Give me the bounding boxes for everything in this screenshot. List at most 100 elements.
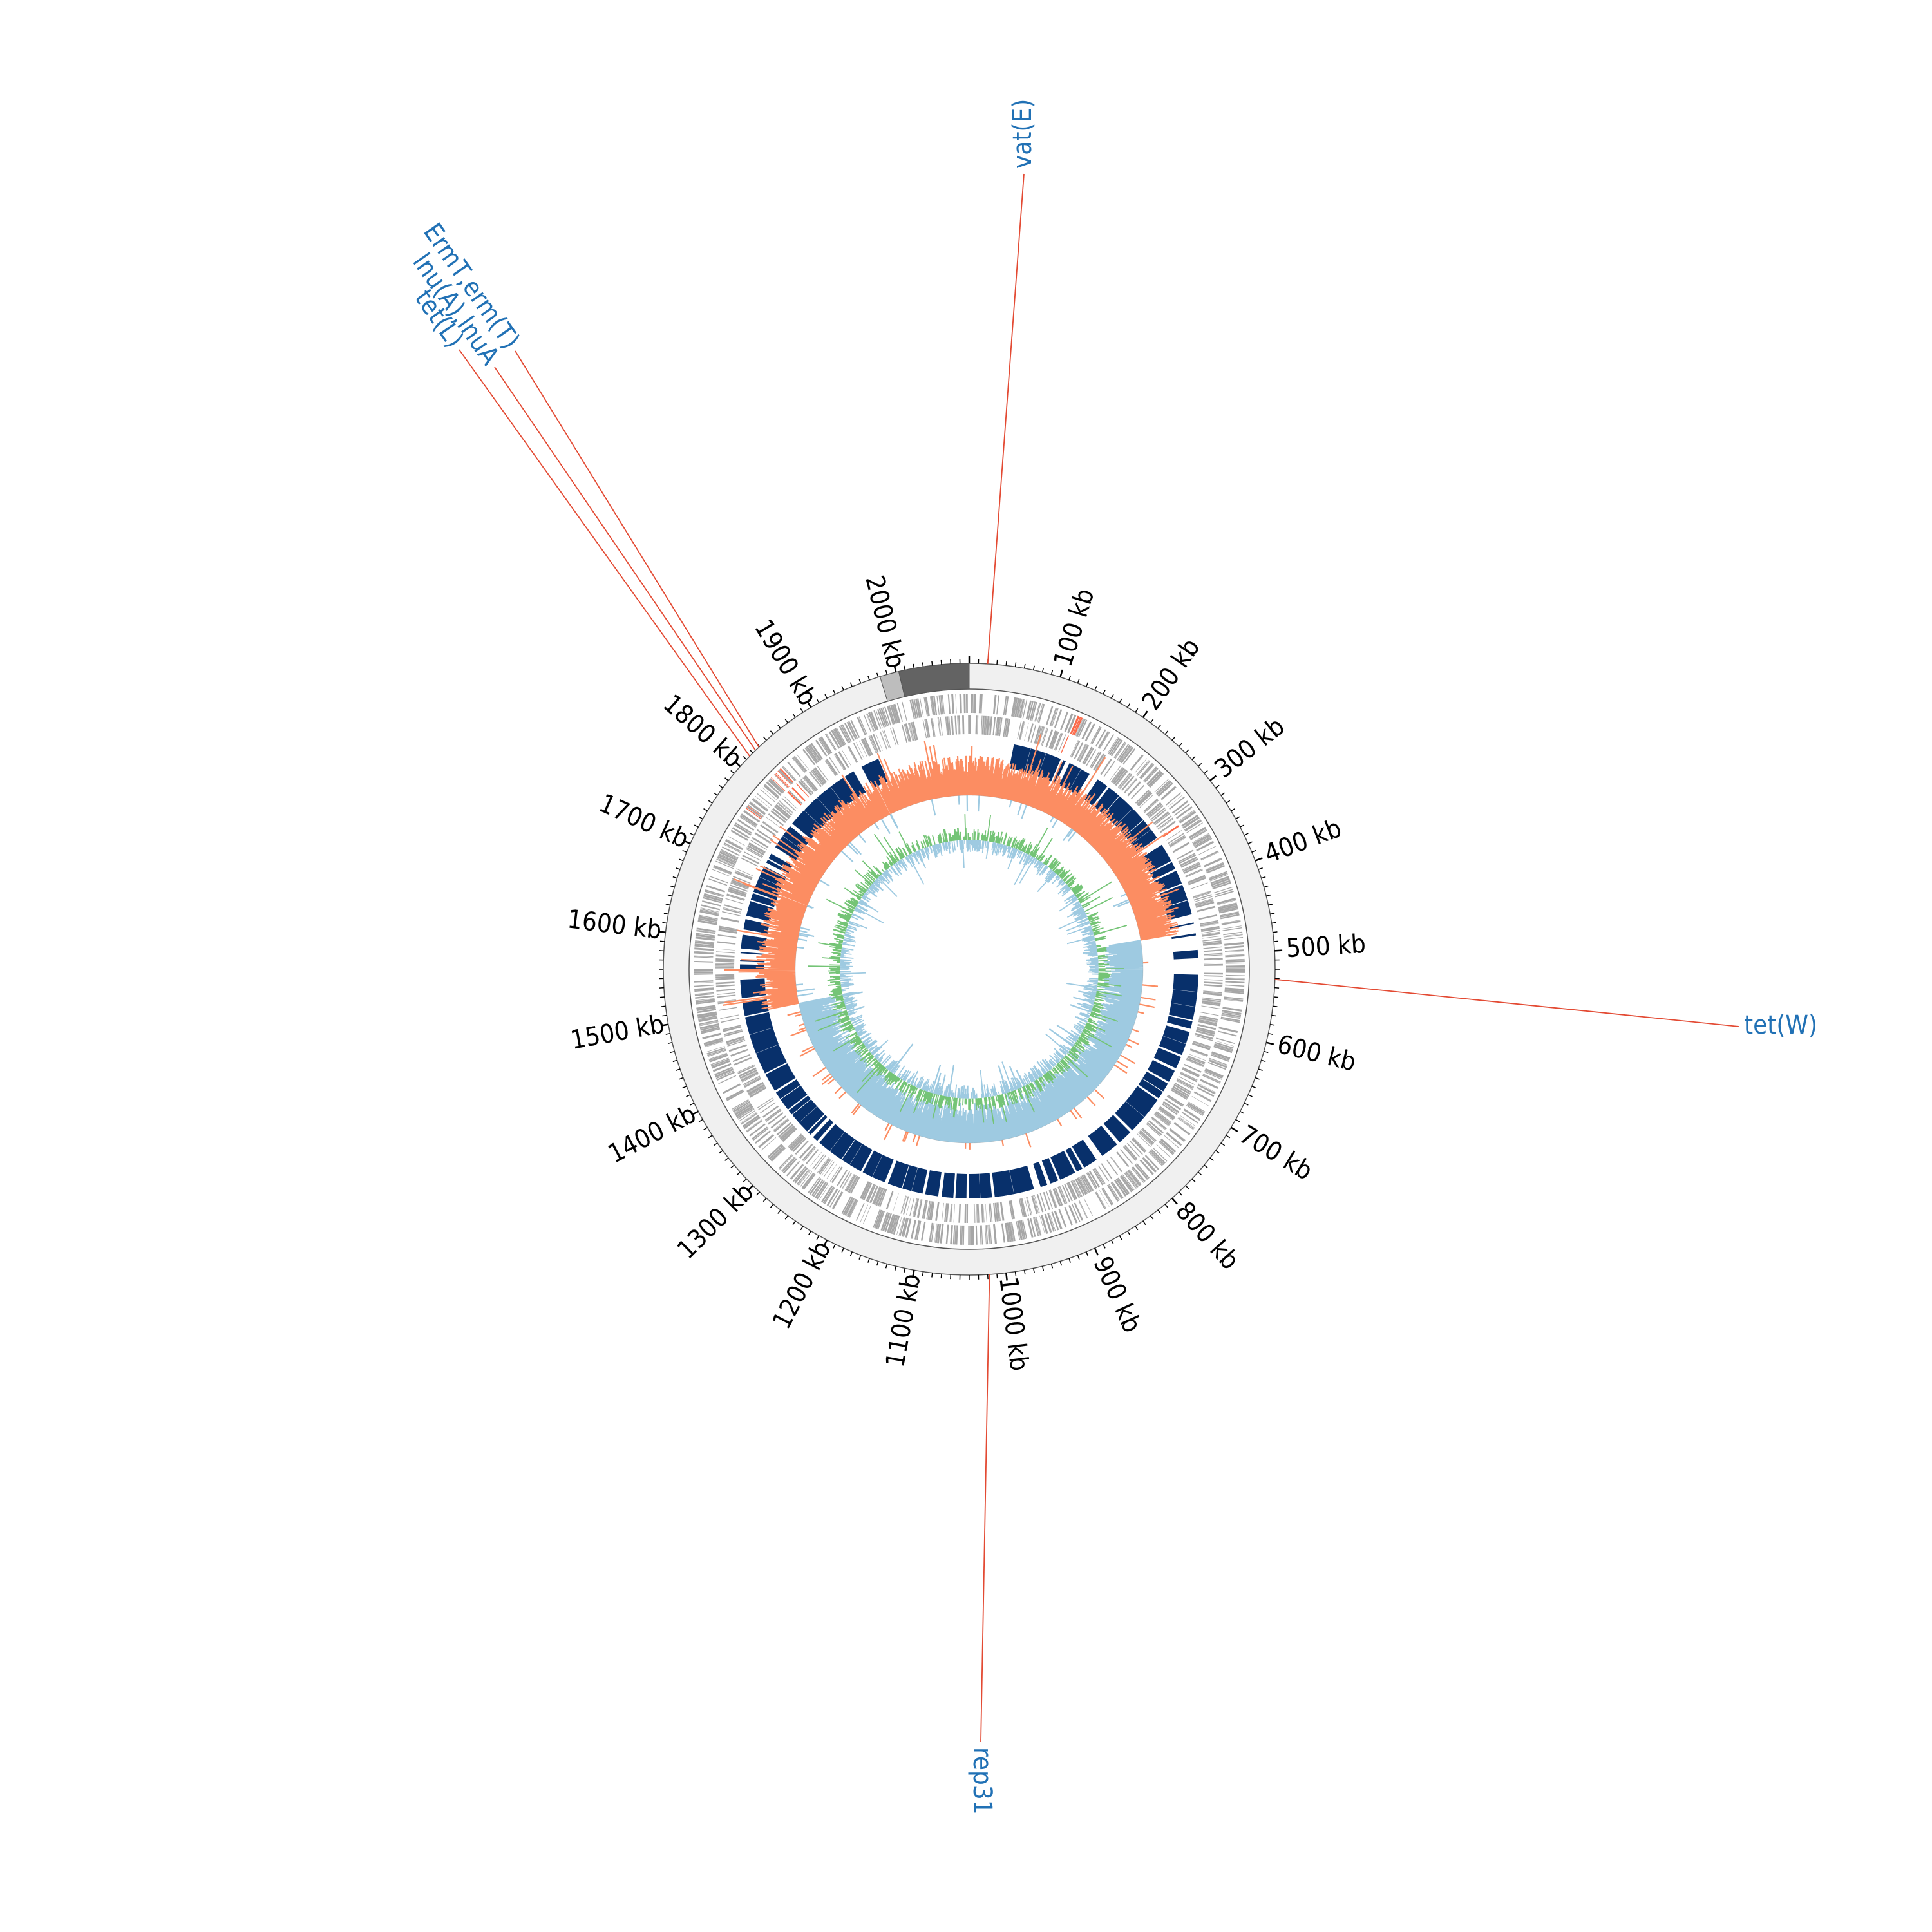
cds-feature xyxy=(1049,707,1057,726)
cds-feature xyxy=(749,1123,766,1137)
cds-feature xyxy=(748,842,766,853)
cds-feature xyxy=(1124,778,1138,793)
cds-feature xyxy=(701,904,721,911)
cds-feature xyxy=(971,1225,972,1245)
cds-feature xyxy=(1123,778,1137,793)
cds-feature xyxy=(1179,1072,1197,1083)
cds-feature xyxy=(742,854,760,865)
cds-feature xyxy=(1180,1072,1198,1081)
minor-tick xyxy=(1270,913,1275,915)
cds-feature xyxy=(718,929,737,934)
scale-label: 1800 kb xyxy=(658,689,748,774)
cds-feature xyxy=(1167,1094,1184,1106)
cds-feature xyxy=(1019,1220,1025,1240)
cds-feature xyxy=(739,1110,756,1122)
cds-feature xyxy=(849,1200,858,1218)
minor-tick xyxy=(867,1258,870,1263)
cds-feature xyxy=(958,715,960,735)
cds-feature xyxy=(958,715,961,735)
cds-feature xyxy=(1151,810,1167,822)
cds-feature xyxy=(999,1202,1005,1221)
cds-feature xyxy=(981,1225,983,1245)
blast-hit-segment xyxy=(1170,922,1194,929)
cds-feature xyxy=(758,1134,775,1148)
cds-feature xyxy=(1070,1180,1081,1198)
minor-tick xyxy=(1231,808,1235,811)
cds-feature xyxy=(1146,1123,1161,1137)
cds-feature xyxy=(915,698,921,718)
cds-feature xyxy=(737,1108,755,1120)
cds-feature xyxy=(770,1147,786,1162)
cds-feature xyxy=(779,1125,795,1139)
cds-feature xyxy=(849,1177,860,1194)
cds-feature xyxy=(1075,718,1084,737)
cds-feature xyxy=(916,1220,922,1240)
cds-feature xyxy=(694,980,714,983)
minor-tick xyxy=(730,1164,735,1169)
blast-hit-segment xyxy=(1124,820,1157,852)
cds-feature xyxy=(763,784,779,799)
cds-feature xyxy=(884,1213,892,1233)
cds-feature xyxy=(1154,1113,1170,1126)
minor-tick xyxy=(931,661,933,666)
contig-track xyxy=(879,663,970,702)
cds-feature xyxy=(1151,1149,1166,1164)
cds-feature xyxy=(802,1146,815,1161)
minor-tick xyxy=(663,913,668,915)
cds-feature xyxy=(1109,765,1121,781)
cds-feature xyxy=(1158,818,1174,830)
cds-feature xyxy=(1196,1030,1215,1037)
minor-tick xyxy=(777,724,781,729)
cds-feature xyxy=(934,1223,940,1244)
cds-feature xyxy=(963,694,965,714)
cds-feature xyxy=(1027,1197,1032,1215)
scale-label: 1500 kb xyxy=(568,1009,667,1056)
cds-feature xyxy=(1147,803,1162,817)
cds-feature xyxy=(698,916,718,922)
cds-feature xyxy=(741,1113,758,1125)
cds-feature xyxy=(694,941,715,945)
cds-feature xyxy=(890,705,897,724)
cds-feature xyxy=(736,868,754,876)
cds-feature xyxy=(802,1173,816,1190)
cds-feature xyxy=(727,1040,746,1047)
cds-feature xyxy=(761,1137,777,1151)
blast-hit-segment xyxy=(1164,900,1192,920)
minor-tick xyxy=(1041,667,1045,672)
cds-feature xyxy=(952,1225,956,1245)
cds-feature xyxy=(896,703,903,722)
cds-feature xyxy=(988,716,991,735)
blast-hit-segment xyxy=(813,1119,834,1141)
cds-feature xyxy=(824,734,836,751)
cds-feature xyxy=(1109,738,1122,755)
cds-feature xyxy=(1016,1221,1021,1240)
cds-feature xyxy=(1199,1015,1218,1021)
cds-feature xyxy=(1215,1041,1234,1049)
cds-feature xyxy=(1192,833,1209,844)
minor-tick xyxy=(1119,1235,1122,1240)
minor-tick xyxy=(1111,694,1114,699)
cds-feature xyxy=(1198,1019,1217,1025)
cds-feature xyxy=(1117,772,1131,788)
minor-tick xyxy=(1258,1068,1263,1071)
cds-feature xyxy=(739,816,757,828)
cds-feature xyxy=(804,775,819,791)
cds-feature xyxy=(1195,898,1213,904)
cds-feature xyxy=(1224,949,1245,952)
cds-feature xyxy=(1175,806,1193,819)
cds-feature xyxy=(863,1206,871,1224)
cds-feature xyxy=(1096,1191,1106,1209)
cds-feature xyxy=(694,987,714,991)
major-tick xyxy=(746,1184,754,1192)
cds-feature xyxy=(783,795,798,810)
cds-feature xyxy=(981,715,983,735)
cds-feature xyxy=(1159,1140,1175,1155)
blast-hit-segment xyxy=(1138,1079,1163,1099)
cds-feature xyxy=(1094,754,1105,771)
cds-feature xyxy=(1182,1067,1200,1077)
cds-feature xyxy=(893,1215,900,1235)
cds-feature xyxy=(694,972,714,974)
cds-feature xyxy=(1115,771,1128,786)
cds-feature xyxy=(1193,1040,1211,1048)
cds-feature xyxy=(1189,829,1207,840)
